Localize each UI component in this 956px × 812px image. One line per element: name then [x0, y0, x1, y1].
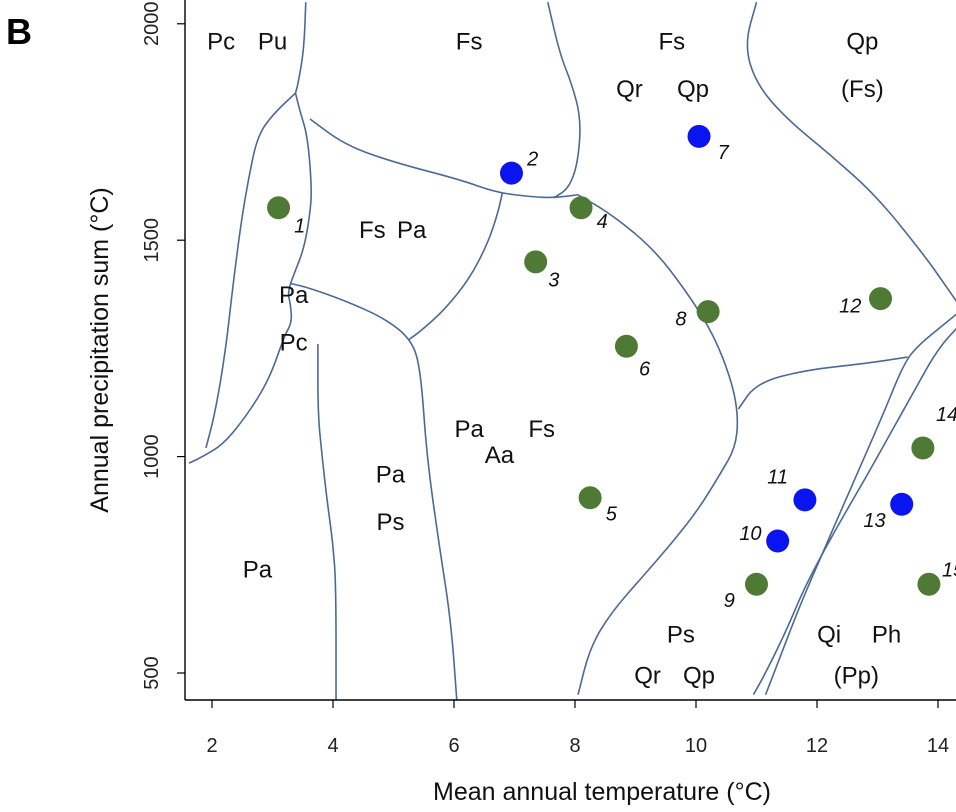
region-boundary	[764, 313, 956, 695]
point-label: 6	[639, 358, 651, 380]
region-label: Qr	[616, 76, 643, 103]
region-boundary	[290, 282, 458, 700]
point-4	[569, 196, 593, 220]
region-label: (Pp)	[834, 663, 879, 690]
region-label: Qp	[683, 663, 715, 690]
region-label: Fs	[528, 416, 555, 443]
region-boundary	[408, 192, 504, 341]
region-label: Ps	[376, 509, 404, 536]
region-label: Ps	[667, 622, 695, 649]
point-label: 11	[767, 467, 788, 489]
region-boundary	[294, 2, 307, 94]
point-1	[267, 196, 291, 220]
region-boundary	[317, 344, 337, 700]
region-boundary	[737, 356, 908, 410]
region-label: Qp	[677, 76, 709, 103]
point-3	[524, 250, 548, 274]
x-tick-label: 14	[927, 735, 949, 757]
point-13	[890, 492, 914, 516]
region-label: Fs	[359, 217, 386, 244]
point-label: 2	[526, 148, 538, 170]
x-tick-label: 2	[206, 735, 217, 757]
y-tick-label: 1000	[141, 434, 163, 479]
region-boundary	[188, 92, 312, 464]
point-label: 9	[724, 590, 735, 612]
region-label: Ph	[872, 622, 901, 649]
axes	[184, 0, 956, 701]
region-label: Pa	[243, 557, 273, 584]
point-9	[745, 572, 768, 596]
point-7	[687, 124, 711, 148]
point-15	[917, 572, 941, 596]
point-10	[766, 529, 790, 553]
point-label: 5	[606, 503, 618, 525]
point-5	[578, 486, 602, 510]
region-label: Pa	[397, 217, 427, 244]
y-axis-title: Annual precipitation sum (°C)	[86, 187, 114, 512]
point-label: 3	[548, 270, 559, 292]
point-6	[614, 334, 638, 358]
point-label: 8	[675, 309, 686, 331]
point-2	[499, 161, 523, 185]
region-boundary	[546, 1, 581, 199]
x-tick-label: 8	[569, 735, 580, 757]
x-axis-title: Mean annual temperature (°C)	[433, 778, 771, 806]
region-label: Pc	[280, 329, 308, 356]
point-label: 12	[839, 296, 861, 318]
point-8	[696, 300, 720, 324]
point-label: 14	[936, 404, 956, 426]
data-points: 123456789101112131415	[267, 124, 956, 612]
point-label: 4	[597, 211, 608, 233]
x-tick-label: 6	[448, 735, 459, 757]
region-label: Qr	[634, 663, 661, 690]
region-boundary	[205, 92, 297, 449]
region-label: Pa	[454, 416, 484, 443]
y-tick-label: 500	[141, 656, 163, 689]
region-label: Pc	[207, 29, 235, 56]
point-label: 7	[718, 142, 730, 164]
point-label: 13	[863, 510, 885, 532]
region-boundaries	[188, 1, 956, 700]
point-label: 15	[942, 560, 956, 582]
region-label: Pu	[258, 29, 287, 56]
y-tick-label: 1500	[141, 218, 163, 263]
point-11	[793, 488, 817, 512]
point-14	[911, 436, 935, 460]
point-label: 10	[739, 523, 761, 545]
region-label: Pa	[279, 282, 309, 309]
point-label: 1	[294, 215, 305, 237]
region-boundary	[309, 118, 579, 199]
region-label: Fs	[456, 29, 483, 56]
panel-label: B	[6, 11, 32, 52]
region-boundary	[752, 327, 956, 696]
region-label: Fs	[658, 29, 685, 56]
point-12	[869, 287, 893, 311]
x-tick-label: 4	[327, 735, 338, 757]
region-label: (Fs)	[841, 76, 884, 103]
region-boundary	[577, 194, 739, 695]
y-tick-label: 2000	[141, 2, 163, 47]
x-tick-label: 10	[685, 735, 707, 757]
region-boundary	[746, 1, 956, 302]
region-label: Qi	[817, 622, 841, 649]
region-label: Qp	[846, 29, 878, 56]
x-tick-label: 12	[806, 735, 828, 757]
region-label: Aa	[485, 442, 515, 469]
region-label: Pa	[376, 461, 406, 488]
